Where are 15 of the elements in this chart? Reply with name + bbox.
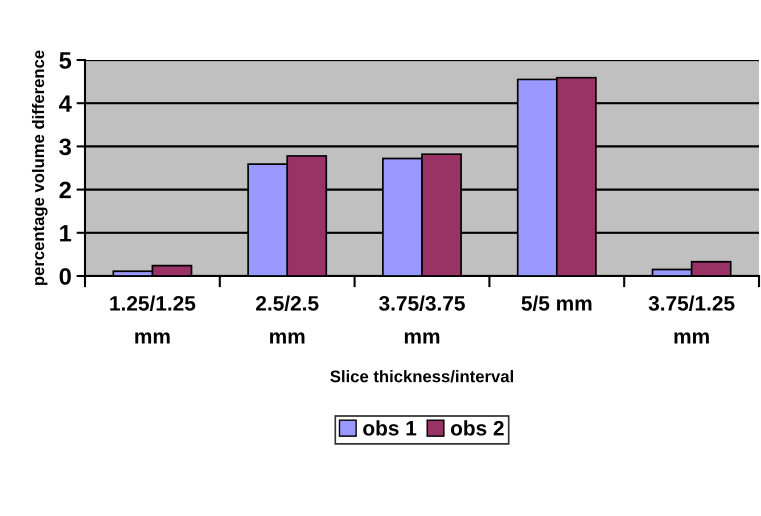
y-tick-label: 2 — [59, 182, 71, 198]
x-axis-title: Slice thickness/interval — [330, 370, 514, 383]
y-axis-title: percentage volume difference — [32, 50, 48, 285]
legend-label: obs 2 — [450, 420, 504, 436]
legend-label: obs 1 — [363, 420, 416, 436]
y-tick-label: 0 — [60, 268, 71, 285]
x-tick-label: 1.25/1.25 mm — [110, 295, 196, 344]
x-tick-label: 3.75/3.75 mm — [379, 295, 465, 344]
x-tick-label: 3.75/1.25 mm — [648, 295, 734, 344]
y-tick-label: 1 — [60, 225, 72, 242]
x-tick-label: 2.5/2.5 mm — [256, 295, 318, 344]
y-tick-label: 5 — [59, 52, 72, 69]
y-tick-label: 3 — [59, 138, 71, 156]
x-tick-label: 5/5 mm — [522, 295, 592, 311]
y-tick-label: 4 — [59, 96, 72, 112]
